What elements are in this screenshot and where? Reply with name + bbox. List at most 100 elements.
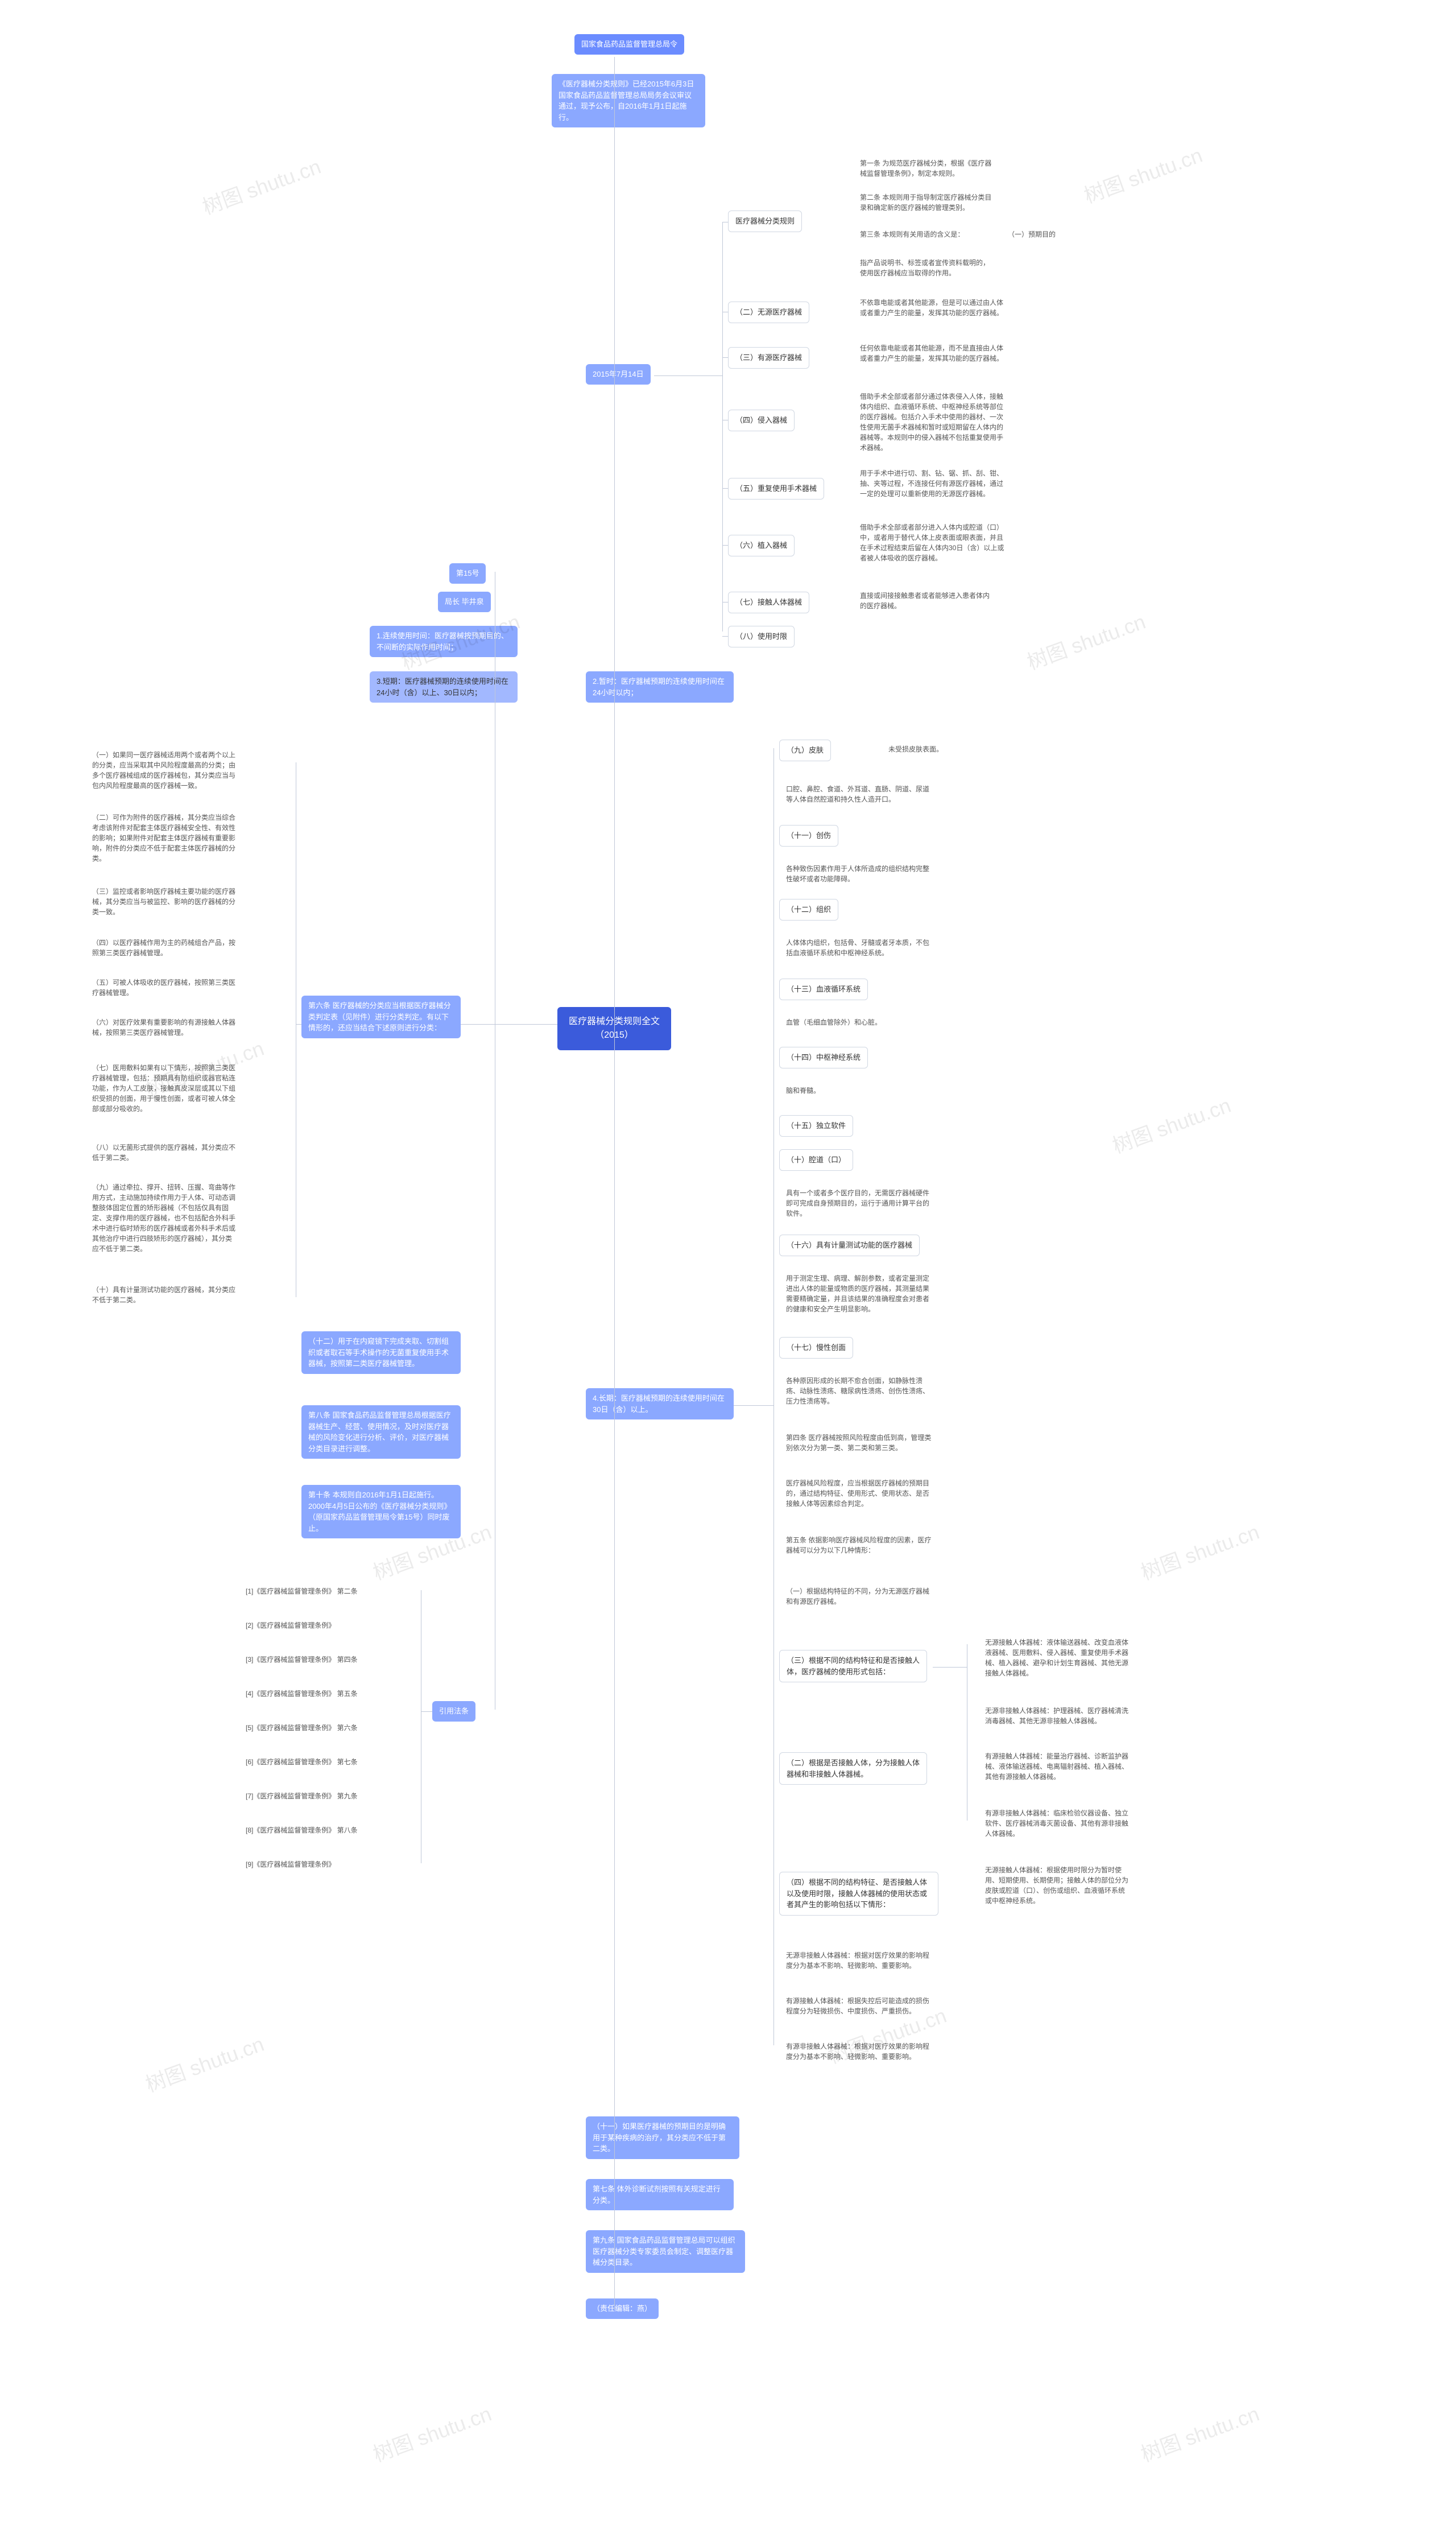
d16: （十六）具有计量测试功能的医疗器械 <box>779 1235 920 1256</box>
dev2-desc: 不依靠电能或者其他能源，但是可以通过由人体或者重力产生的能量，发挥其功能的医疗器… <box>853 293 1012 323</box>
l-topdate <box>654 375 722 376</box>
s1: （一）根据结构特征的不同，分为无源医疗器械和有源医疗器械。 <box>779 1582 938 1611</box>
d10: （十）腔道（口） <box>779 1149 853 1171</box>
mindmap-canvas: 医疗器械分类规则全文（2015） 国家食品药品监督管理总局令 《医疗器械分类规则… <box>0 0 1456 2534</box>
watermark: 树图 shutu.cn <box>1023 605 1149 675</box>
dev2: （二）无源医疗器械 <box>728 302 809 323</box>
watermark: 树图 shutu.cn <box>1108 1089 1235 1159</box>
gov-order: 国家食品药品监督管理总局令 <box>574 34 684 55</box>
dev5: （五）重复使用手术器械 <box>728 478 824 500</box>
dev4: （四）侵入器械 <box>728 410 795 431</box>
dev5-desc: 用于手术中进行切、割、钻、锯、抓、刮、钳、抽、夹等过程，不连接任何有源医疗器械，… <box>853 464 1012 504</box>
root-link <box>614 1024 615 1025</box>
art4: 第四条 医疗器械按照风险程度由低到高，管理类别依次分为第一类、第二类和第三类。 <box>779 1428 938 1458</box>
l-d3 <box>722 357 728 358</box>
ref8: [8]《医疗器械监督管理条例》 第八条 <box>239 1821 365 1840</box>
d16-desc1: 具有一个或者多个医疗目的，无需医疗器械硬件即可完成自身预期目的，运行于通用计算平… <box>779 1183 938 1223</box>
l-ref-h <box>421 1711 432 1712</box>
rule7: （七）医用敷料如果有以下情形，按照第三类医疗器械管理，包括：预期具有防组织或器官… <box>85 1058 245 1119</box>
dev8: （八）使用时限 <box>728 626 795 647</box>
ref3: [3]《医疗器械监督管理条例》 第四条 <box>239 1650 365 1669</box>
s4: （四）根据不同的结构特征、是否接触人体以及使用时限，接触人体器械的使用状态或者其… <box>779 1872 938 1916</box>
s3d: 有源非接触人体器械：临床检验仪器设备、独立软件、医疗器械消毒灭菌设备、其他有源非… <box>978 1803 1138 1843</box>
dev7-desc: 直接或间接接触患者或者能够进入患者体内的医疗器械。 <box>853 586 1001 616</box>
s4a: 无源接触人体器械：根据使用时限分为暂时使用、短期使用、长期使用；接触人体的部位分… <box>978 1860 1138 1910</box>
watermark: 树图 shutu.cn <box>1079 139 1206 209</box>
dev3-desc: 任何依靠电能或者其他能源，而不是直接由人体或者重力产生的能量，发挥其功能的医疗器… <box>853 339 1012 368</box>
rule11: （十一）如果医疗器械的预期目的是明确用于某种疾病的治疗，其分类应不低于第二类。 <box>586 2116 739 2159</box>
d14-desc: 脑和脊髓。 <box>779 1081 827 1100</box>
ref2: [2]《医疗器械监督管理条例》 <box>239 1616 342 1635</box>
watermark: 树图 shutu.cn <box>141 2028 268 2098</box>
art5: 第五条 依据影响医疗器械风险程度的因素，医疗器械可以分为以下几种情形： <box>779 1530 938 1560</box>
s4d: 有源非接触人体器械：根据对医疗效果的影响程度分为基本不影响、轻微影响、重要影响。 <box>779 2037 938 2066</box>
s3a: 无源接触人体器械：液体输送器械、改变血液体液器械、医用敷料、侵入器械、重复使用手… <box>978 1633 1138 1683</box>
d9: （九）皮肤 <box>779 740 831 761</box>
dev7: （七）接触人体器械 <box>728 592 809 613</box>
s4c: 有源接触人体器械：根据失控后可能造成的损伤程度分为轻微损伤、中度损伤、严重损伤。 <box>779 1991 938 2021</box>
d17-desc: 各种原因形成的长期不愈合创面，如静脉性溃疡、动脉性溃疡、糖尿病性溃疡、创伤性溃疡… <box>779 1371 938 1411</box>
rule10: （十）具有计量测试功能的医疗器械，其分类应不低于第二类。 <box>85 1280 245 1310</box>
rule4: （四）以医疗器械作用为主的药械组合产品，按照第三类医疗器械管理。 <box>85 933 245 963</box>
watermark: 树图 shutu.cn <box>198 150 325 220</box>
d16-desc2: 用于测定生理、病理、解剖参数，或者定量测定进出人体的能量或物质的医疗器械，其测量… <box>779 1269 938 1319</box>
d11: （十一）创伤 <box>779 825 838 847</box>
l-d5 <box>722 488 728 489</box>
date-node: 2015年7月14日 <box>586 364 651 385</box>
l-art6-h <box>296 1024 301 1025</box>
art3-1: （一）预期目的 <box>1001 225 1062 244</box>
watermark: 树图 shutu.cn <box>369 2397 495 2467</box>
rule2: （二）可作为附件的医疗器械，其分类应当综合考虑该附件对配套主体医疗器械安全性、有… <box>85 808 245 868</box>
use4: 4.长期：医疗器械预期的连续使用时间在30日（含）以上。 <box>586 1388 734 1419</box>
d9-desc: 未受损皮肤表面。 <box>882 740 950 759</box>
l-s3-h <box>933 1667 967 1668</box>
art2: 第二条 本规则用于指导制定医疗器械分类目录和确定新的医疗器械的管理类别。 <box>853 188 1001 217</box>
dev6-desc: 借助手术全部或者部分进入人体内或腔道（口）中，或者用于替代人体上皮表面或眼表面，… <box>853 518 1012 568</box>
art6: 第六条 医疗器械的分类应当根据医疗器械分类判定表（见附件）进行分类判定。有以下情… <box>301 996 461 1038</box>
d14: （十四）中枢神经系统 <box>779 1047 868 1068</box>
dev4-desc: 借助手术全部或者部分通过体表侵入人体，接触体内组织、血液循环系统、中枢神经系统等… <box>853 387 1012 457</box>
no15: 第15号 <box>449 563 486 584</box>
main-spine <box>614 57 615 2310</box>
watermark: 树图 shutu.cn <box>1136 2397 1263 2467</box>
rule8: （八）以无菌形式提供的医疗器械，其分类应不低于第二类。 <box>85 1138 245 1167</box>
editor: （责任编辑：燕） <box>586 2298 659 2319</box>
s2: （二）根据是否接触人体，分为接触人体器械和非接触人体器械。 <box>779 1752 927 1785</box>
doc-approved: 《医疗器械分类规则》已经2015年6月3日国家食品药品监督管理总局局务会议审议通… <box>552 74 705 127</box>
rule1: （一）如果同一医疗器械适用两个或者两个以上的分类，应当采取其中风险程度最高的分类… <box>85 745 245 795</box>
dev3: （三）有源医疗器械 <box>728 347 809 369</box>
ref1: [1]《医疗器械监督管理条例》 第二条 <box>239 1582 365 1601</box>
dev6: （六）植入器械 <box>728 535 795 556</box>
art1: 第一条 为规范医疗器械分类，根据《医疗器械监督管理条例》，制定本规则。 <box>853 154 1001 183</box>
l-d6 <box>722 545 728 546</box>
watermark: 树图 shutu.cn <box>1136 1516 1263 1586</box>
d13-desc: 血管（毛细血管除外）和心脏。 <box>779 1013 927 1032</box>
d17: （十七）慢性创面 <box>779 1337 853 1359</box>
rule6: （六）对医疗效果有重要影响的有源接触人体器械，按照第三类医疗器械管理。 <box>85 1013 245 1042</box>
s3c: 有源接触人体器械：能量治疗器械、诊断监护器械、液体输送器械、电离辐射器械、植入器… <box>978 1747 1138 1786</box>
use2: 2.暂时：医疗器械预期的连续使用时间在24小时以内； <box>586 671 734 703</box>
s3b: 无源非接触人体器械：护理器械、医疗器械清洗消毒器械、其他无源非接触人体器械。 <box>978 1701 1138 1731</box>
director: 局长 毕井泉 <box>438 592 491 612</box>
ref4: [4]《医疗器械监督管理条例》 第五条 <box>239 1684 365 1703</box>
ref6: [6]《医疗器械监督管理条例》 第七条 <box>239 1752 365 1772</box>
d13: （十三）血液循环系统 <box>779 979 868 1000</box>
l-topdate-v <box>722 222 723 632</box>
rule5: （五）可被人体吸收的医疗器械，按照第三类医疗器械管理。 <box>85 973 245 1002</box>
d15: （十五）独立软件 <box>779 1115 853 1137</box>
rule3: （三）监控或者影响医疗器械主要功能的医疗器械，其分类应当与被监控、影响的医疗器械… <box>85 882 245 922</box>
s3: （三）根据不同的结构特征和是否接触人体，医疗器械的使用形式包括： <box>779 1650 927 1682</box>
ref7: [7]《医疗器械监督管理条例》 第九条 <box>239 1786 365 1806</box>
art4-desc: 医疗器械风险程度，应当根据医疗器械的预期目的，通过结构特征、使用形式、使用状态、… <box>779 1474 938 1513</box>
d12-desc: 人体体内组织，包括骨、牙髓或者牙本质，不包括血液循环系统和中枢神经系统。 <box>779 933 938 963</box>
l-left-group <box>495 1024 557 1025</box>
l-use4 <box>734 1405 774 1406</box>
ref5: [5]《医疗器械监督管理条例》 第六条 <box>239 1718 365 1738</box>
s4b: 无源非接触人体器械：根据对医疗效果的影响程度分为基本不影响、轻微影响、重要影响。 <box>779 1946 938 1975</box>
ref9: [9]《医疗器械监督管理条例》 <box>239 1855 342 1874</box>
l-d8 <box>722 636 728 637</box>
ref-label: 引用法条 <box>432 1701 475 1722</box>
d11-desc: 各种致伤因素作用于人体所造成的组织结构完整性破坏或者功能障碍。 <box>779 859 938 889</box>
art3: 第三条 本规则有关用语的含义是： <box>853 225 978 244</box>
d12: （十二）组织 <box>779 899 838 921</box>
